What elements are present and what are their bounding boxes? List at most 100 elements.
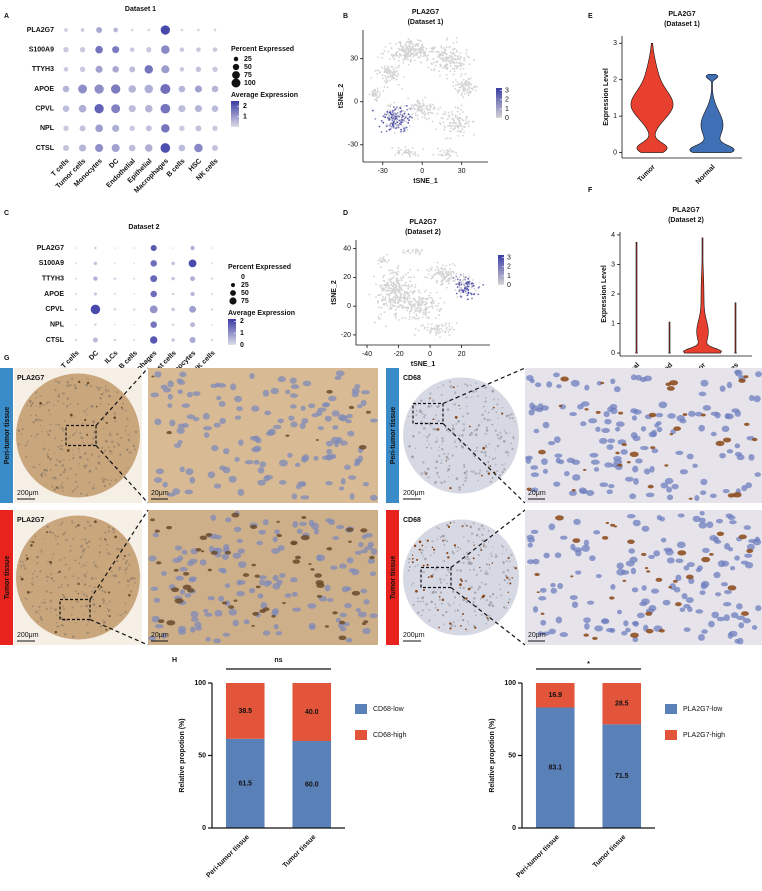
- cell-point: [453, 48, 455, 50]
- cell-point: [471, 279, 474, 281]
- cell-point: [402, 297, 405, 300]
- x-tick-label: Tumor tissue: [592, 834, 628, 870]
- cell-point: [421, 116, 424, 119]
- core-speck: [75, 621, 77, 624]
- cell-point: [459, 122, 462, 125]
- cell-point: [408, 154, 411, 156]
- cell-point: [423, 326, 426, 329]
- core-speck: [485, 563, 488, 566]
- nucleus: [236, 538, 243, 544]
- cell-point: [453, 62, 456, 65]
- cell-point: [455, 151, 458, 154]
- core-speck: [447, 602, 450, 605]
- nucleus: [339, 612, 347, 618]
- core-speck: [431, 591, 434, 594]
- cell-point: [453, 151, 455, 153]
- core-speck: [25, 554, 28, 557]
- core-speck: [445, 460, 447, 462]
- cell-point: [388, 79, 391, 82]
- core-speck: [90, 442, 94, 446]
- core-speck: [20, 433, 23, 435]
- nucleus: [345, 419, 352, 424]
- cell-point: [383, 274, 385, 277]
- cell-point: [456, 89, 459, 92]
- core-speck: [422, 600, 424, 603]
- dot: [133, 339, 136, 341]
- core-speck: [29, 414, 32, 417]
- core-speck: [462, 561, 465, 564]
- cell-point: [446, 66, 449, 69]
- cell-point: [459, 273, 462, 276]
- core-speck: [505, 549, 507, 551]
- core-speck: [422, 564, 425, 567]
- violin: [635, 242, 638, 354]
- plot-title: PLA2G7: [672, 207, 699, 214]
- cell-point: [395, 305, 398, 308]
- cell-point: [436, 266, 438, 268]
- cell-point: [389, 113, 392, 115]
- cell-point: [417, 48, 420, 51]
- core-speck: [449, 385, 452, 388]
- cell-point: [400, 119, 403, 121]
- core-speck: [125, 470, 127, 472]
- cell-point: [452, 53, 455, 55]
- core-speck: [465, 551, 468, 554]
- core-speck: [59, 427, 62, 430]
- cell-point: [398, 56, 401, 59]
- nucleus: [347, 475, 357, 480]
- cell-point: [409, 252, 412, 255]
- cell-point: [460, 73, 463, 76]
- stain: [669, 433, 674, 436]
- core-speck: [99, 402, 102, 405]
- cell-point: [458, 119, 461, 122]
- core-speck: [454, 596, 457, 599]
- core-speck: [87, 620, 90, 623]
- core-speck: [511, 447, 514, 451]
- nucleus: [686, 453, 694, 460]
- legend-title: Percent Expressed: [228, 264, 291, 271]
- cell-point: [394, 317, 397, 319]
- core-speck: [467, 587, 471, 591]
- nucleus: [277, 376, 286, 383]
- core-speck: [52, 553, 55, 555]
- core-speck: [98, 587, 102, 591]
- core-speck: [124, 409, 127, 412]
- cell-point: [471, 297, 473, 300]
- core-speck: [63, 459, 65, 462]
- cell-point: [418, 304, 421, 307]
- cell-point: [465, 52, 468, 55]
- cell-point: [403, 117, 406, 120]
- cell-point: [412, 107, 414, 110]
- nucleus: [728, 547, 734, 552]
- cell-point: [426, 276, 428, 279]
- core-speck: [43, 469, 46, 471]
- core-speck: [418, 548, 421, 551]
- cell-point: [432, 307, 434, 309]
- nucleus: [251, 405, 260, 412]
- core-speck: [460, 624, 462, 627]
- cell-point: [409, 297, 411, 300]
- dot: [75, 262, 77, 265]
- legend-swatch: [355, 704, 367, 714]
- core-speck: [22, 561, 24, 563]
- core-speck: [49, 599, 53, 603]
- cell-point: [474, 89, 477, 92]
- nucleus: [218, 401, 226, 407]
- cell-point: [402, 300, 405, 303]
- cell-point: [460, 65, 462, 68]
- core-speck: [459, 604, 461, 606]
- y-tick-label: 100: [194, 680, 206, 687]
- cell-point: [452, 328, 455, 331]
- core-speck: [466, 444, 469, 446]
- core-speck: [419, 600, 422, 603]
- cell-point: [400, 276, 402, 279]
- nucleus: [550, 582, 556, 588]
- cell-point: [397, 74, 399, 77]
- cell-point: [468, 89, 470, 92]
- core-speck: [436, 474, 439, 476]
- nucleus: [360, 399, 367, 407]
- nucleus: [273, 424, 282, 430]
- core-speck: [472, 557, 475, 560]
- y-axis-label: tSNE_2: [338, 84, 345, 109]
- core-speck: [425, 546, 427, 548]
